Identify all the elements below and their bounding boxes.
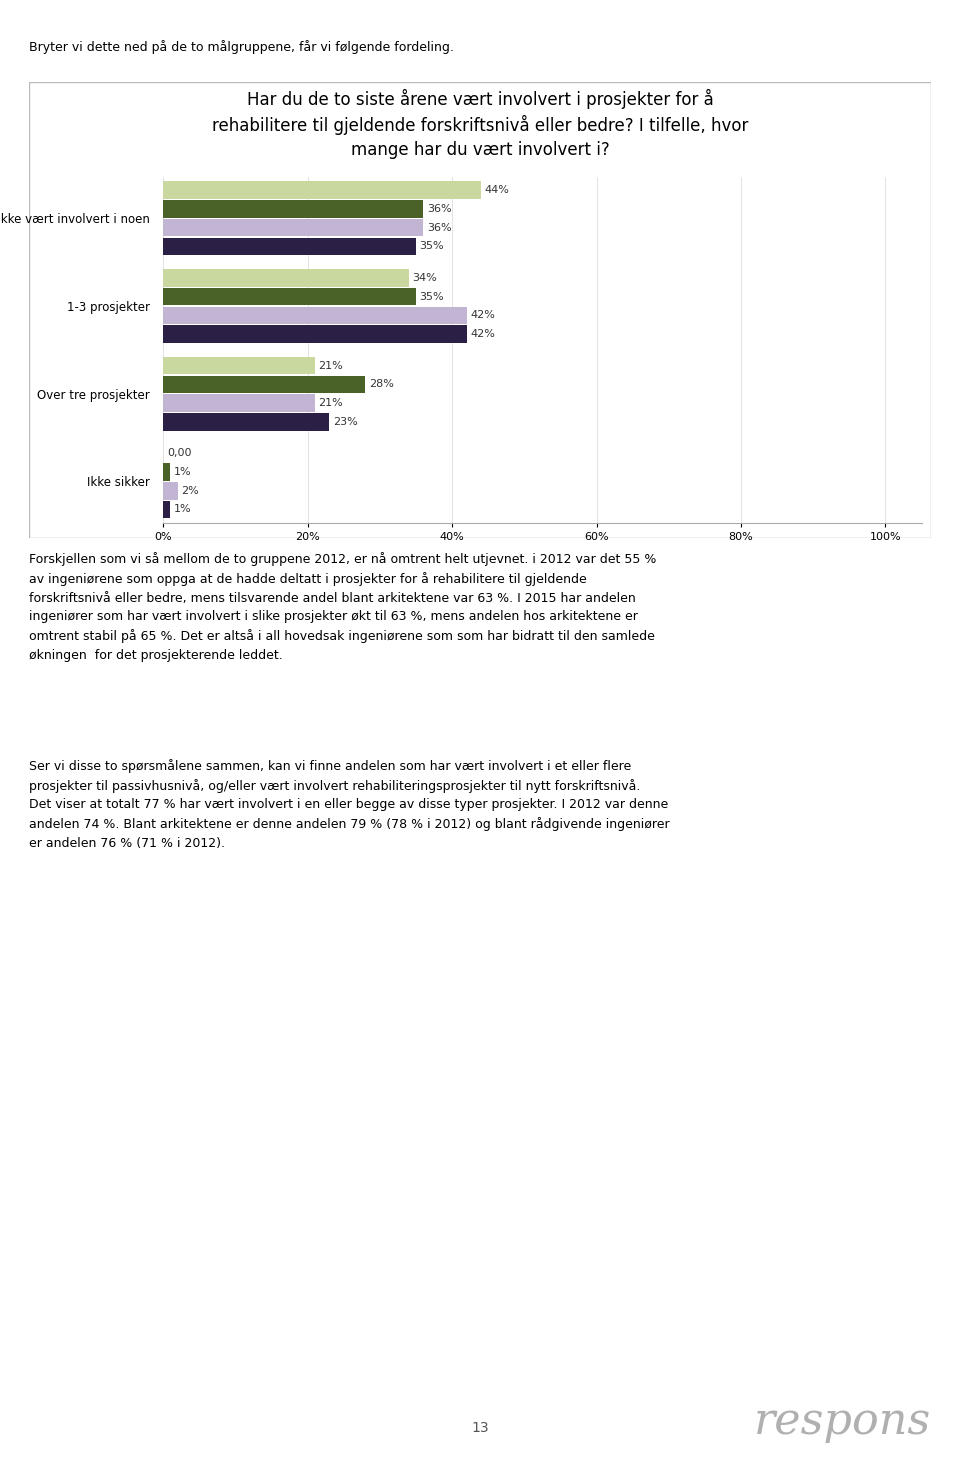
Bar xyxy=(163,200,423,218)
Text: 2%: 2% xyxy=(181,486,199,496)
Text: 35%: 35% xyxy=(420,292,444,302)
Text: 21%: 21% xyxy=(319,361,344,371)
Text: 35%: 35% xyxy=(420,242,444,252)
Bar xyxy=(163,395,315,412)
Bar xyxy=(163,270,409,287)
Bar xyxy=(163,464,171,480)
Bar xyxy=(163,287,416,305)
Text: 0,00: 0,00 xyxy=(167,448,191,458)
Bar xyxy=(163,219,423,236)
Text: 42%: 42% xyxy=(470,328,495,339)
Bar xyxy=(163,501,171,518)
Text: Ser vi disse to spørsmålene sammen, kan vi finne andelen som har vært involvert : Ser vi disse to spørsmålene sammen, kan … xyxy=(29,759,669,850)
Text: 28%: 28% xyxy=(369,380,394,389)
Text: 34%: 34% xyxy=(413,273,437,283)
Text: 13: 13 xyxy=(471,1421,489,1435)
Text: Har du de to siste årene vært involvert i prosjekter for å
rehabilitere til gjel: Har du de to siste årene vært involvert … xyxy=(212,88,748,159)
Bar xyxy=(163,326,467,343)
Text: respons: respons xyxy=(754,1399,931,1444)
Text: 1%: 1% xyxy=(174,504,192,514)
Bar xyxy=(163,181,481,199)
Bar xyxy=(163,356,315,374)
Text: Bryter vi dette ned på de to målgruppene, får vi følgende fordeling.: Bryter vi dette ned på de to målgruppene… xyxy=(29,40,454,55)
Bar xyxy=(163,237,416,255)
Text: 1%: 1% xyxy=(174,467,192,477)
Text: 21%: 21% xyxy=(319,398,344,408)
Text: 42%: 42% xyxy=(470,311,495,320)
Text: 23%: 23% xyxy=(333,417,358,427)
Text: Forskjellen som vi så mellom de to gruppene 2012, er nå omtrent helt utjevnet. i: Forskjellen som vi så mellom de to grupp… xyxy=(29,552,657,661)
Text: 36%: 36% xyxy=(427,222,451,233)
Bar xyxy=(163,412,329,430)
Text: 44%: 44% xyxy=(485,186,510,196)
Text: 36%: 36% xyxy=(427,203,451,214)
Bar xyxy=(163,376,366,393)
Bar xyxy=(163,306,467,324)
Bar xyxy=(163,482,178,499)
